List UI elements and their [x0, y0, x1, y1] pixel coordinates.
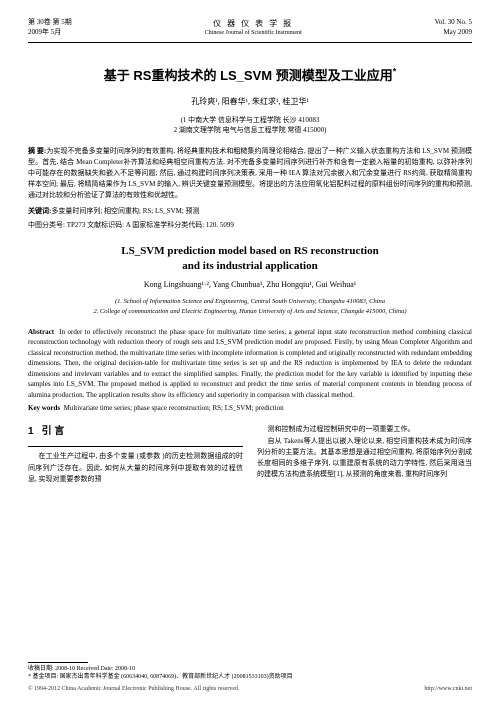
abstract-en-text: In order to effectively reconstruct the …	[28, 328, 472, 399]
authors-en: Kong Lingshuang¹·², Yang Chunhua¹, Zhu H…	[28, 280, 472, 289]
affil-en-2: 2. College of communication and Electric…	[28, 307, 472, 317]
copyright-left: © 1994-2012 China Academic Journal Elect…	[28, 685, 240, 693]
date-en: May 2009	[435, 28, 472, 38]
affil-en-1: (1. School of Information Science and En…	[28, 297, 472, 307]
keywords-en-text: Multivariate time series; phase space re…	[64, 404, 284, 412]
journal-cn: 仪 器 仪 表 学 报	[205, 18, 302, 29]
abstract-en-label: Abstract	[28, 328, 54, 336]
abstract-en: Abstract In order to effectively reconst…	[28, 327, 472, 401]
title-en: LS_SVM prediction model based on RS reco…	[28, 244, 472, 275]
title-sup: *	[393, 66, 397, 76]
authors-cn: 孔玲爽¹, 阳春华¹, 朱红求¹, 桂卫华¹	[28, 96, 472, 107]
title-cn: 基于 RS重构技术的 LS_SVM 预测模型及工业应用*	[28, 65, 472, 84]
footer-date: 收稿日期: 2008-10 Received Date: 2008-10	[28, 665, 472, 673]
header-right: Vol. 30 No. 5 May 2009	[435, 18, 472, 38]
section-underline	[28, 446, 243, 447]
header-left: 第 30卷 第 5期 2009年 5月	[28, 18, 72, 38]
column-right: 测和控制成为过程控制研究中的一项重要工作。 自从 Takens等人提出以嵌入理论…	[257, 424, 472, 485]
page-header: 第 30卷 第 5期 2009年 5月 仪 器 仪 表 学 报 Chinese …	[28, 18, 472, 43]
footer-fund: * 基金项目: 国家杰出青年科学基金 (60634040, 60874069)、…	[28, 673, 472, 681]
keywords-cn: 关键词:多变量时间序列; 相空间重构; RS; LS_SVM; 预测	[28, 206, 472, 216]
keywords-cn-text: 多变量时间序列; 相空间重构; RS; LS_SVM; 预测	[51, 207, 199, 215]
affiliations-en: (1. School of Information Science and En…	[28, 297, 472, 317]
column-left: 1 引 言 在工业生产过程中, 由多个变量 (或参数 )的历史检测数据组成的时间序…	[28, 424, 243, 485]
keywords-cn-label: 关键词:	[28, 207, 51, 215]
section-1-num: 1	[28, 426, 34, 437]
copyright-line: © 1994-2012 China Academic Journal Elect…	[28, 685, 472, 693]
footer-divider	[28, 662, 88, 663]
section-1-heading: 1 引 言	[28, 424, 243, 440]
abstract-cn-label: 摘 要:	[28, 147, 46, 155]
volume-en: Vol. 30 No. 5	[435, 18, 472, 28]
keywords-en: Key words Multivariate time series; phas…	[28, 404, 472, 412]
keywords-en-label: Key words	[28, 404, 60, 412]
affiliations-cn: (1 中南大学 信息科学与工程学院 长沙 410083 2 湖南文理学院 电气与…	[28, 115, 472, 136]
footer: 收稿日期: 2008-10 Received Date: 2008-10 * 基…	[28, 662, 472, 693]
title-cn-text: 基于 RS重构技术的 LS_SVM 预测模型及工业应用	[104, 68, 393, 83]
abstract-cn: 摘 要:为实现不完备多变量时间序列的有效重构, 将经典重构技术和粗糙集约简理论相…	[28, 146, 472, 202]
section-1-title: 引 言	[42, 426, 65, 437]
journal-en: Chinese Journal of Scientific Instrument	[205, 29, 302, 37]
copyright-right: http://www.cnki.net	[424, 685, 472, 693]
date-cn: 2009年 5月	[28, 28, 72, 38]
body-columns: 1 引 言 在工业生产过程中, 由多个变量 (或参数 )的历史检测数据组成的时间序…	[28, 424, 472, 485]
col2-para2: 自从 Takens等人提出以嵌入理论以来, 相空间重构技术成为时间序列分析的主要…	[257, 436, 472, 481]
col2-para1: 测和控制成为过程控制研究中的一项重要工作。	[257, 424, 472, 435]
col1-para1: 在工业生产过程中, 由多个变量 (或参数 )的历史检测数据组成的时间序列广泛存在…	[28, 451, 243, 485]
abstract-cn-text: 为实现不完备多变量时间序列的有效重构, 将经典重构技术和粗糙集约简理论相结合, …	[28, 147, 472, 200]
header-center: 仪 器 仪 表 学 报 Chinese Journal of Scientifi…	[205, 18, 302, 38]
affil-cn-1: (1 中南大学 信息科学与工程学院 长沙 410083	[28, 115, 472, 126]
title-en-1: LS_SVM prediction model based on RS reco…	[28, 244, 472, 259]
volume-cn: 第 30卷 第 5期	[28, 18, 72, 28]
title-en-2: and its industrial application	[28, 259, 472, 274]
affil-cn-2: 2 湖南文理学院 电气与信息工程学院 常德 415000)	[28, 125, 472, 136]
classification-cn: 中图分类号: TP273 文献标识码: A 国家标准学科分类代码: 120. 5…	[28, 220, 472, 230]
